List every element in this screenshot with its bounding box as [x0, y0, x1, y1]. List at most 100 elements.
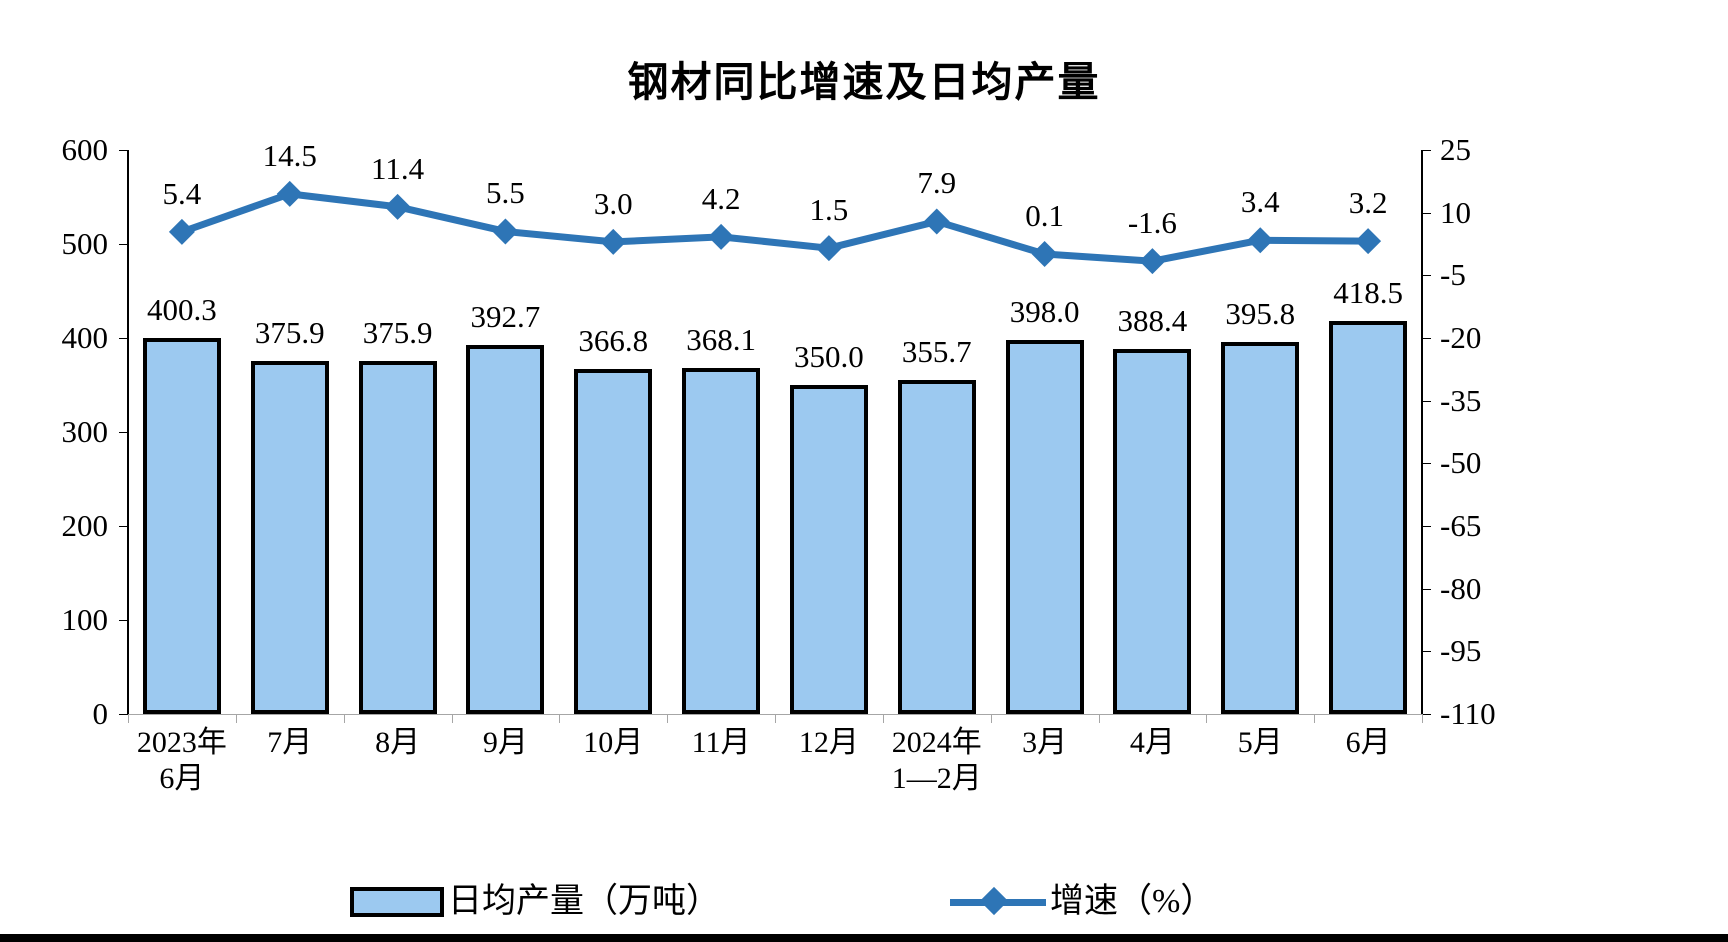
bar-value-label: 366.8 [578, 323, 649, 359]
right-axis-tick-label: -80 [1440, 570, 1482, 606]
left-axis-tick-label: 300 [61, 414, 109, 449]
x-axis-tick [128, 714, 129, 723]
right-axis-tick-label: 10 [1440, 194, 1471, 230]
bar[interactable] [142, 337, 221, 714]
right-axis-tick [1422, 526, 1431, 527]
line-series-layer [168, 180, 1382, 275]
left-axis-tick [119, 244, 128, 245]
left-axis-tick [119, 338, 128, 339]
bar[interactable] [358, 360, 437, 714]
line-value-label: 4.2 [701, 180, 741, 216]
bar[interactable] [1005, 339, 1084, 714]
bar-value-label: 388.4 [1117, 302, 1188, 338]
line-value-label: 14.5 [262, 137, 317, 173]
line-value-label: 3.2 [1348, 185, 1388, 221]
line-marker-diamond[interactable] [600, 228, 627, 255]
left-axis-tick [119, 526, 128, 527]
line-value-label: 5.4 [162, 175, 202, 211]
bar-value-label: 400.3 [147, 291, 217, 327]
line-marker-diamond[interactable] [168, 218, 195, 245]
x-axis-tick [343, 714, 345, 723]
right-axis-line [1421, 150, 1423, 715]
bar[interactable] [789, 385, 868, 714]
bar[interactable] [250, 360, 329, 714]
x-axis-tick [235, 714, 237, 723]
legend-label-growth-rate: 增速（%） [1050, 883, 1215, 920]
chart-legend: 日均产量（万吨） 增速（%） [0, 880, 1728, 930]
left-axis-tick-label: 0 [92, 696, 109, 731]
chart-title: 钢材同比增速及日均产量 [627, 59, 1101, 105]
line-marker-diamond[interactable] [276, 180, 303, 207]
x-axis-tick [990, 714, 992, 723]
bar-value-label: 418.5 [1333, 274, 1403, 310]
x-axis-label: 7月 [267, 726, 313, 759]
x-axis-label: 10月 [583, 726, 644, 759]
line-marker-diamond[interactable] [1139, 248, 1166, 275]
bar[interactable] [466, 344, 545, 714]
x-axis-tick [1314, 714, 1316, 723]
x-axis-label: 11月 [691, 726, 751, 759]
line-value-label: 11.4 [371, 150, 425, 186]
line-value-label: 3.0 [593, 185, 633, 221]
x-axis-label: 5月 [1237, 726, 1283, 759]
bar[interactable] [1113, 348, 1192, 714]
line-marker-diamond[interactable] [1031, 241, 1058, 268]
right-axis-tick-label: -20 [1440, 320, 1482, 355]
right-axis-tick-label: -95 [1440, 633, 1482, 669]
x-axis-label: 12月 [798, 726, 859, 759]
bar-value-label: 368.1 [686, 321, 756, 357]
right-axis-tick [1422, 275, 1431, 277]
x-axis-tick [1098, 714, 1100, 723]
right-axis-tick-label: -50 [1440, 445, 1482, 481]
bar-value-label: 355.7 [901, 333, 972, 369]
x-axis-label: 3月 [1022, 726, 1068, 759]
bar-value-label: 375.9 [254, 314, 325, 350]
line-value-label: -1.6 [1127, 205, 1177, 241]
line-value-label: 0.1 [1025, 198, 1064, 234]
bar-value-label: 395.8 [1225, 295, 1296, 331]
right-axis-tick-label: -65 [1440, 508, 1482, 543]
x-axis-tick [451, 714, 453, 723]
right-axis-tick [1422, 463, 1431, 465]
line-marker-diamond[interactable] [1247, 227, 1274, 254]
line-marker-diamond[interactable] [923, 208, 950, 235]
right-axis-tick [1422, 714, 1431, 715]
right-axis-tick [1422, 338, 1431, 339]
right-axis-tick-label: -110 [1440, 696, 1496, 731]
line-marker-diamond[interactable] [384, 193, 411, 220]
x-axis-label: 4月 [1129, 726, 1175, 759]
bar[interactable] [1221, 341, 1300, 714]
line-value-label: 5.5 [486, 175, 525, 211]
x-axis-tick [559, 714, 561, 723]
right-axis-tick-label: 25 [1440, 132, 1471, 167]
legend-item-growth-rate[interactable]: 增速（%） [950, 880, 1214, 924]
right-axis-tick [1422, 400, 1431, 402]
line-marker-diamond[interactable] [1355, 228, 1382, 255]
line-value-label: 7.9 [917, 165, 957, 201]
bar[interactable] [682, 367, 761, 714]
right-axis-tick [1422, 651, 1431, 653]
bar-value-label: 350.0 [794, 339, 864, 374]
left-axis-tick-label: 500 [61, 226, 109, 261]
line-marker-diamond[interactable] [815, 235, 842, 262]
x-axis-tick [667, 714, 669, 723]
right-axis-tick-label: -35 [1440, 382, 1482, 418]
line-marker-diamond[interactable] [492, 218, 519, 245]
bar[interactable] [897, 379, 976, 714]
x-axis-label: 9月 [482, 726, 528, 759]
bar[interactable] [574, 369, 653, 714]
bar-value-label: 392.7 [470, 298, 541, 334]
line-marker-diamond[interactable] [708, 223, 735, 250]
left-axis-tick-label: 600 [61, 132, 109, 167]
right-axis-tick [1422, 212, 1431, 214]
legend-bar-swatch-icon [350, 887, 444, 917]
legend-item-daily-output[interactable]: 日均产量（万吨） [350, 880, 720, 924]
bar[interactable] [1329, 320, 1408, 714]
left-axis-tick-label: 200 [61, 508, 109, 543]
x-axis-label: 6月 [1345, 726, 1391, 759]
bottom-rule [0, 934, 1728, 942]
left-axis-tick [119, 714, 128, 715]
x-axis-tick [1206, 714, 1208, 723]
growth-rate-line [180, 190, 1369, 265]
